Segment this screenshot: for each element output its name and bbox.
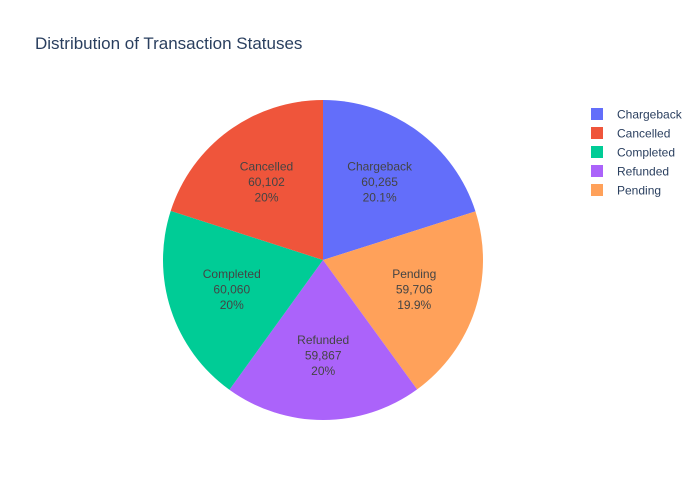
legend-item-cancelled[interactable]: Cancelled [591, 127, 670, 141]
legend-label: Completed [617, 146, 675, 160]
slice-percent-label: 20% [254, 190, 278, 204]
slice-category-label: Cancelled [240, 159, 293, 173]
slice-value-label: 60,265 [361, 175, 398, 189]
legend-label: Chargeback [617, 108, 683, 122]
slice-percent-label: 20% [220, 298, 244, 312]
legend-item-pending[interactable]: Pending [591, 184, 661, 198]
slice-value-label: 60,102 [248, 175, 285, 189]
slice-refunded[interactable] [229, 260, 418, 420]
legend-label: Refunded [617, 165, 669, 179]
slices-layer [163, 100, 483, 420]
legend-swatch [591, 127, 603, 139]
slice-completed[interactable] [163, 210, 323, 390]
slice-chargeback[interactable] [323, 100, 476, 260]
slice-category-label: Refunded [297, 333, 349, 347]
legend-swatch [591, 184, 603, 196]
legend-swatch [591, 108, 603, 120]
legend-item-completed[interactable]: Completed [591, 146, 675, 160]
slice-percent-label: 19.9% [397, 298, 431, 312]
slice-value-label: 59,706 [396, 282, 433, 296]
legend-label: Pending [617, 184, 661, 198]
legend-item-chargeback[interactable]: Chargeback [591, 108, 683, 122]
slice-value-label: 60,060 [213, 282, 250, 296]
slice-percent-label: 20% [311, 364, 335, 378]
legend-swatch [591, 165, 603, 177]
slice-category-label: Pending [392, 267, 436, 281]
legend-item-refunded[interactable]: Refunded [591, 165, 669, 179]
slice-value-label: 59,867 [305, 348, 342, 362]
slice-cancelled[interactable] [170, 100, 323, 260]
legend-swatch [591, 146, 603, 158]
chart-title: Distribution of Transaction Statuses [35, 34, 303, 53]
legend-label: Cancelled [617, 127, 670, 141]
slice-category-label: Chargeback [347, 159, 413, 173]
slice-category-label: Completed [203, 267, 261, 281]
slice-percent-label: 20.1% [363, 190, 397, 204]
slice-pending[interactable] [323, 211, 483, 390]
legend[interactable]: Chargeback Cancelled Completed Refunded Pend… [591, 108, 683, 198]
